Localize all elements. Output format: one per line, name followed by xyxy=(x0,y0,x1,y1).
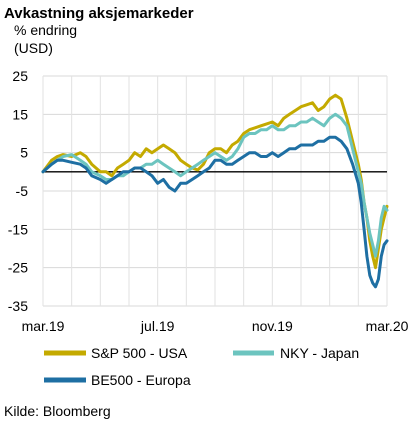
series-line-be500 xyxy=(41,135,389,289)
x-tick-label: jul.19 xyxy=(140,318,175,334)
x-axis-ticks: mar.19 jul.19 nov.19 mar.20 xyxy=(22,318,409,334)
y-tick-label: -15 xyxy=(8,221,28,237)
legend-label-sp500: S&P 500 - USA xyxy=(91,345,188,361)
series-lines xyxy=(41,93,389,289)
y-tick-label: -25 xyxy=(8,260,28,276)
grid-lines xyxy=(42,75,388,307)
legend-label-nky: NKY - Japan xyxy=(280,345,359,361)
source-note: Kilde: Bloomberg xyxy=(4,403,111,419)
y-axis-label-line-2: (USD) xyxy=(14,40,53,56)
legend-label-be500: BE500 - Europa xyxy=(91,372,191,388)
chart-title: Avkastning aksjemarkeder xyxy=(4,5,194,22)
y-tick-label: 25 xyxy=(12,68,28,84)
y-axis-ticks: 25 15 5 -5 -15 -25 -35 xyxy=(8,68,28,314)
x-tick-label: mar.20 xyxy=(366,318,409,334)
y-tick-label: 5 xyxy=(20,145,28,161)
y-tick-label: -5 xyxy=(16,183,29,199)
legend: S&P 500 - USA NKY - Japan BE500 - Europa xyxy=(44,345,359,388)
x-tick-label: nov.19 xyxy=(252,318,293,334)
y-tick-label: -35 xyxy=(8,298,28,314)
series-line-sp500 xyxy=(41,93,389,270)
y-tick-label: 15 xyxy=(12,106,28,122)
x-tick-label: mar.19 xyxy=(22,318,65,334)
y-axis-label-line-1: % endring xyxy=(14,22,77,38)
